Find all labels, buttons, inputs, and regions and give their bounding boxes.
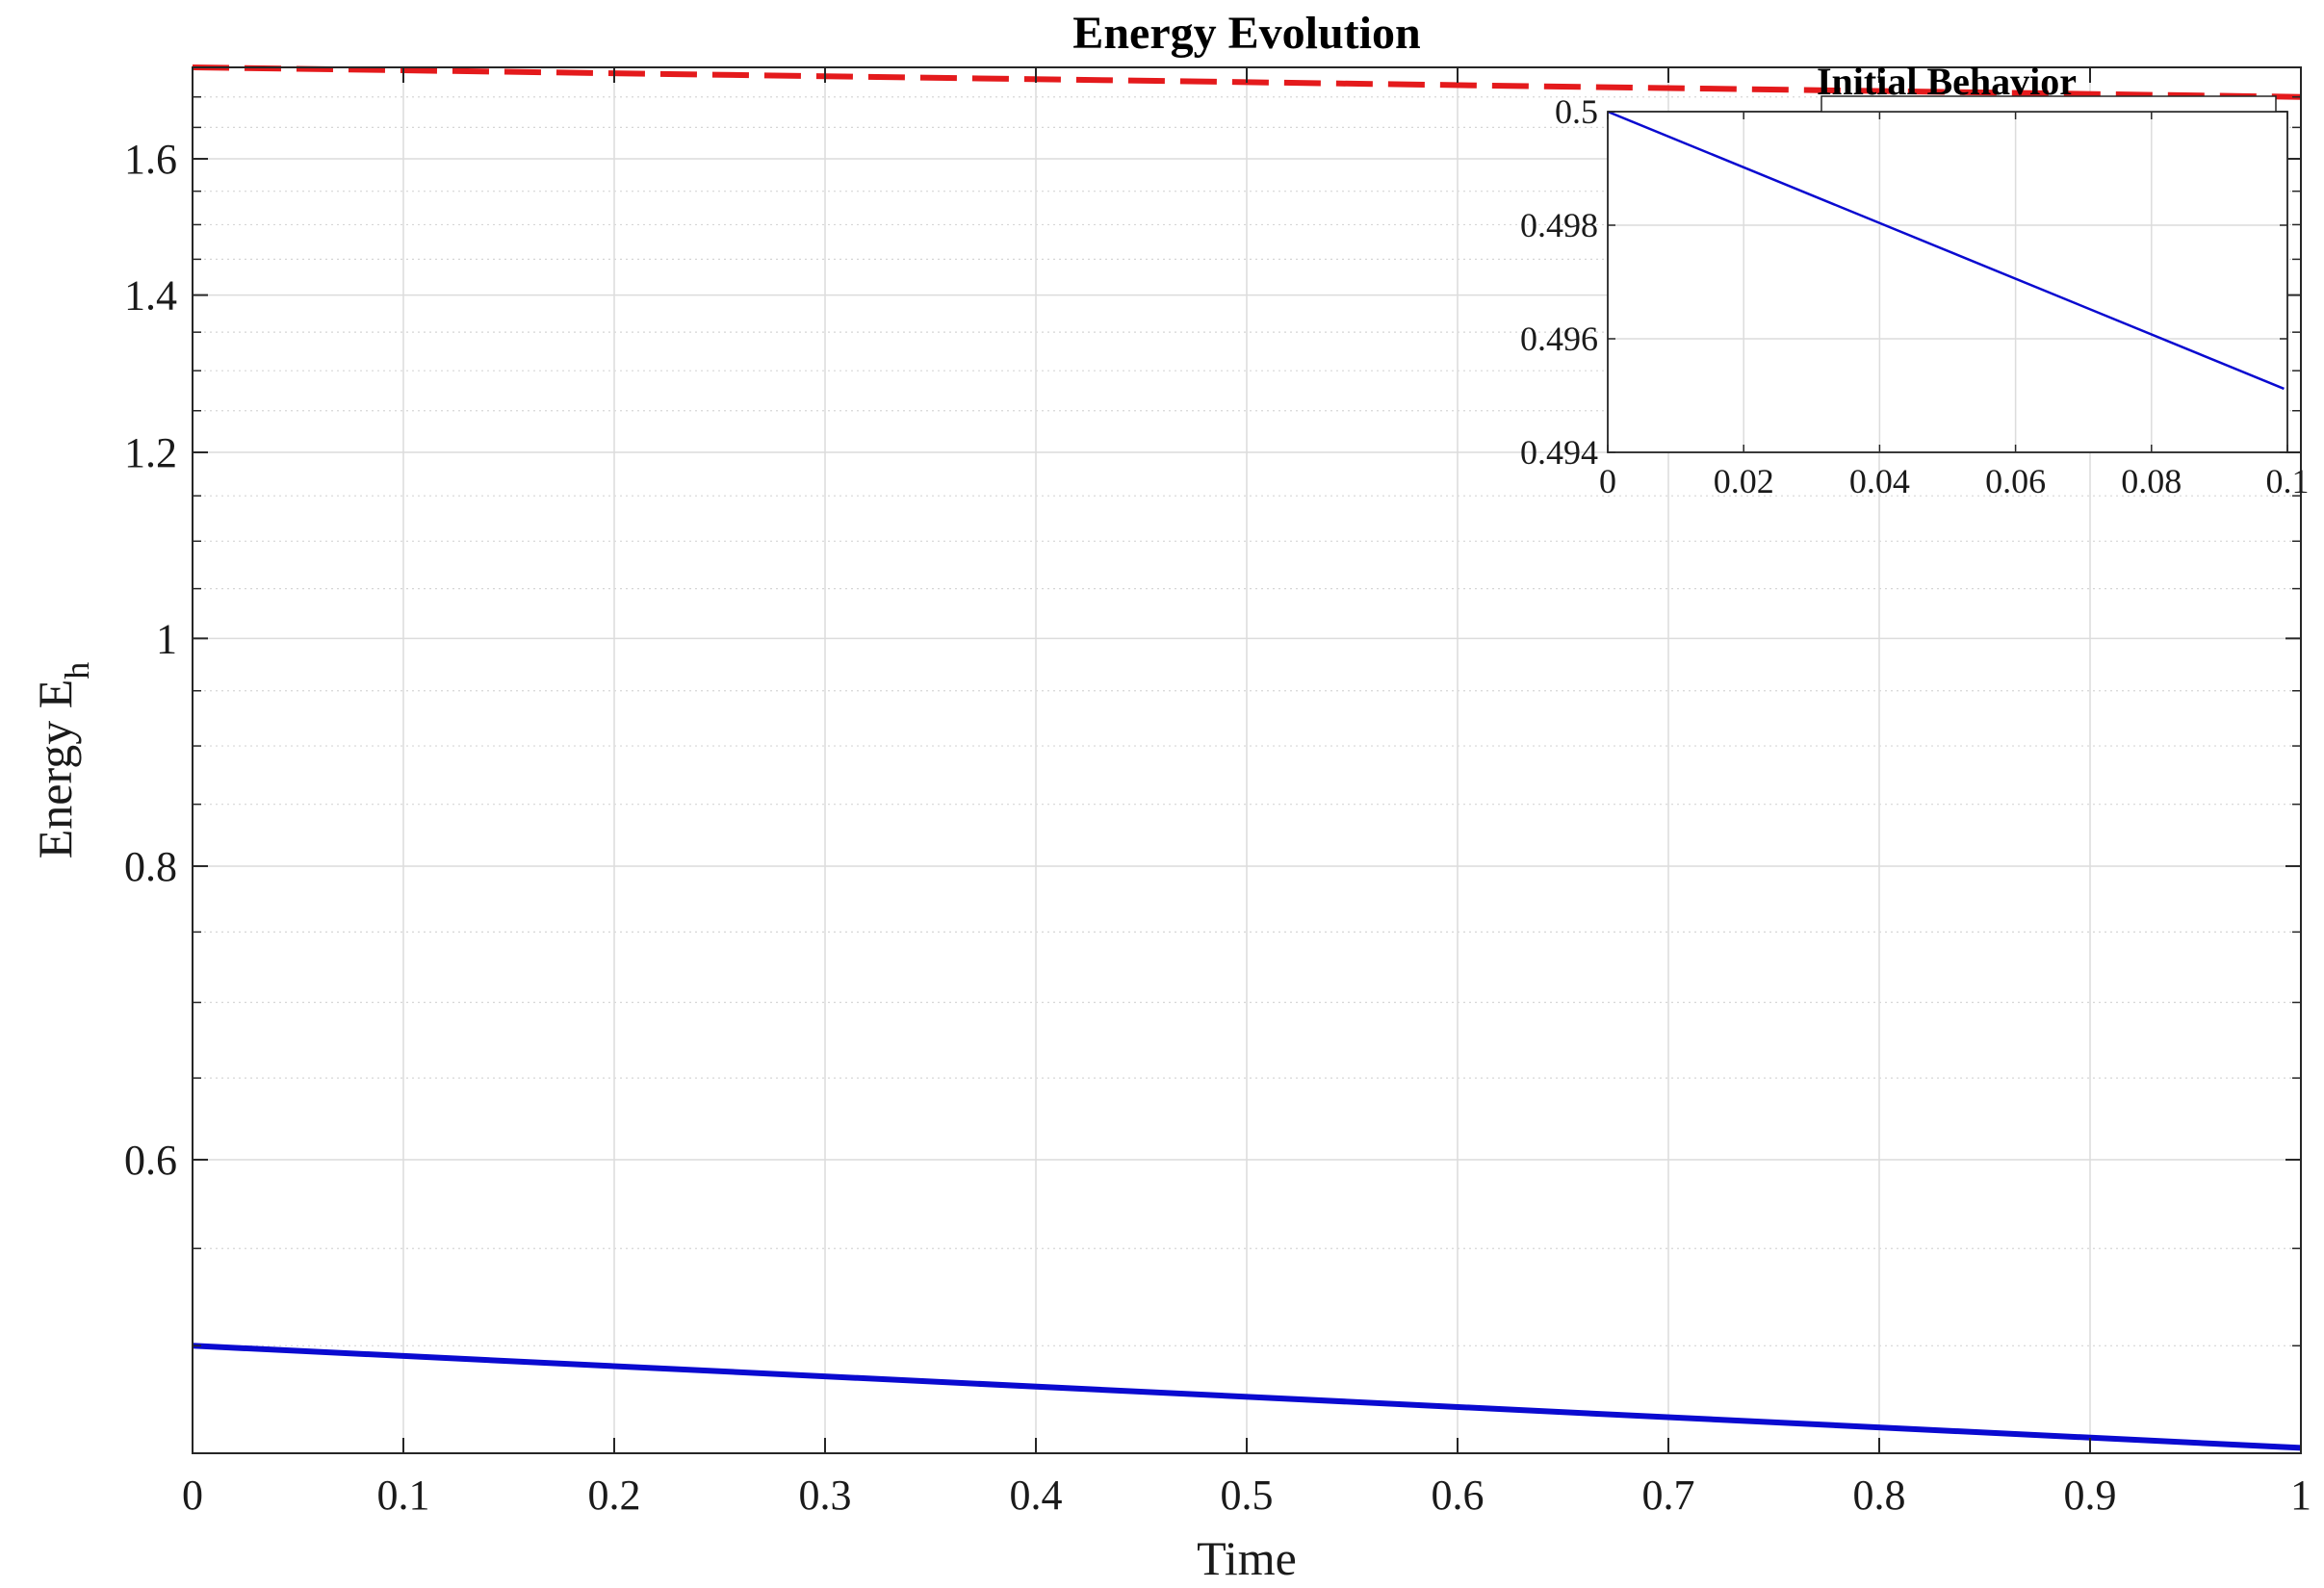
- y-axis-label-main: Energy E: [28, 679, 82, 859]
- inset-background: [1608, 112, 2287, 452]
- x-tick-label: 0: [182, 1472, 203, 1519]
- y-tick-label: 0.8: [124, 843, 177, 890]
- x-tick-label: 0.4: [1010, 1472, 1063, 1519]
- inset-title-box: [1820, 95, 2277, 113]
- y-axis-label: Energy Eh: [28, 662, 96, 859]
- x-axis-label: Time: [1197, 1531, 1297, 1585]
- inset-x-tick-label: 0: [1599, 462, 1616, 500]
- x-tick-label: 0.9: [2064, 1472, 2117, 1519]
- inset-series-line-energy-initial: [1607, 110, 2285, 391]
- y-tick-label: 1.2: [124, 429, 177, 476]
- x-tick-label: 0.3: [799, 1472, 852, 1519]
- inset-x-tick-label: 0.08: [2121, 462, 2182, 500]
- x-tick-label: 0.8: [1853, 1472, 1906, 1519]
- inset-y-tick-label: 0.496: [1520, 320, 1598, 358]
- y-axis-label-subscript: h: [58, 662, 96, 679]
- x-tick-label: 0.7: [1642, 1472, 1695, 1519]
- y-tick-label: 0.6: [124, 1137, 177, 1184]
- x-tick-label: 0.6: [1432, 1472, 1485, 1519]
- series-line-energy: [192, 1343, 2302, 1451]
- inset-x-tick-label: 0.1: [2266, 462, 2310, 500]
- inset-y-tick-label: 0.498: [1520, 206, 1598, 244]
- x-tick-label: 0.1: [377, 1472, 430, 1519]
- inset-title: Initial Behavior: [1817, 60, 2077, 103]
- chart-title: Energy Evolution: [1072, 8, 1420, 59]
- x-tick-label: 0.5: [1221, 1472, 1274, 1519]
- y-tick-label: 1.4: [124, 272, 177, 320]
- inset-y-tick-label: 0.5: [1555, 92, 1598, 131]
- x-tick-label: 0.2: [588, 1472, 641, 1519]
- inset-x-tick-label: 0.06: [1985, 462, 2046, 500]
- inset-x-tick-label: 0.04: [1849, 462, 1910, 500]
- inset-y-tick-label: 0.494: [1520, 433, 1598, 472]
- inset-x-tick-label: 0.02: [1714, 462, 1774, 500]
- x-tick-label: 1: [2290, 1472, 2311, 1519]
- y-tick-label: 1: [156, 615, 177, 662]
- y-tick-label: 1.6: [124, 136, 177, 183]
